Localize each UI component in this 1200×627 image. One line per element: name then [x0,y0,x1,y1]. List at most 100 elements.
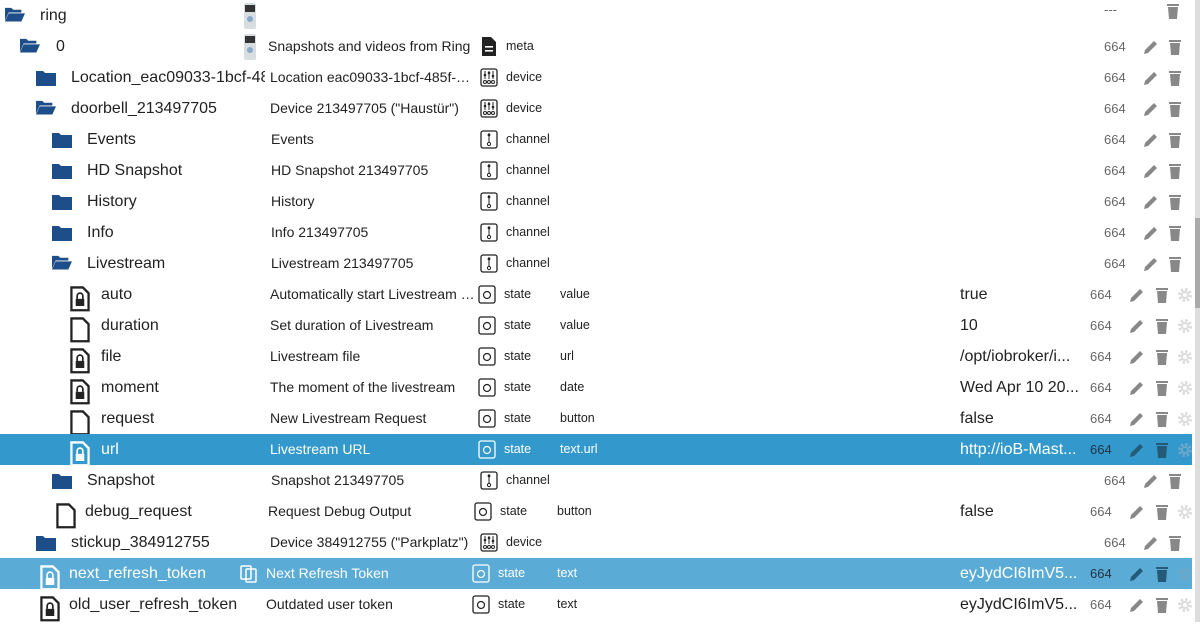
scrollbar-thumb[interactable] [1195,218,1200,308]
tree-row-debug-request[interactable]: debug_request Request Debug Output state bu… [0,496,1194,529]
tree-row-info[interactable]: Info Info 213497705 channel 664 [0,217,1192,248]
object-value[interactable] [960,31,1080,62]
folder-open-icon[interactable] [5,7,25,24]
trash-icon[interactable] [1153,286,1171,304]
pencil-icon[interactable] [1142,162,1160,180]
object-value[interactable]: false [960,503,994,520]
gear-icon[interactable] [1176,348,1194,366]
tree-row-0[interactable]: 0 Snapshots and videos from Ring meta 664 [0,31,1192,62]
tree-row-doorbell-213497705[interactable]: doorbell_213497705 Device 213497705 ("Hau… [0,93,1192,124]
pencil-icon[interactable] [1142,100,1160,118]
file-icon[interactable] [56,503,76,529]
tree-row-duration[interactable]: duration Set duration of Livestream state v… [0,310,1194,343]
trash-icon[interactable] [1166,224,1184,242]
object-value[interactable] [960,465,1080,496]
file-lock-icon[interactable] [70,348,90,374]
pencil-icon[interactable] [1142,131,1160,149]
trash-icon[interactable] [1166,193,1184,211]
trash-icon[interactable] [1166,69,1184,87]
pencil-icon[interactable] [1142,255,1160,273]
gear-icon[interactable] [1176,596,1194,614]
folder-open-icon[interactable] [20,38,40,55]
folder-icon[interactable] [52,162,72,179]
pencil-icon[interactable] [1128,596,1146,614]
trash-icon[interactable] [1166,472,1184,490]
object-value[interactable] [960,217,1080,248]
pencil-icon[interactable] [1128,410,1146,428]
pencil-icon[interactable] [1128,503,1146,521]
pencil-icon[interactable] [1142,193,1160,211]
folder-icon[interactable] [52,472,72,489]
pencil-icon[interactable] [1142,534,1160,552]
trash-icon[interactable] [1166,534,1184,552]
tree-row-location-eac09033-1bcf-485[interactable]: Location_eac09033-1bcf-485 Location eac09… [0,62,1192,93]
tree-row-livestream[interactable]: Livestream Livestream 213497705 channel 664 [0,248,1192,279]
tree-row-moment[interactable]: moment The moment of the livestream state d… [0,372,1194,405]
object-value[interactable] [960,0,1080,31]
trash-icon[interactable] [1153,441,1171,459]
file-icon[interactable] [70,410,90,436]
tree-row-ring[interactable]: ring --- [0,0,1192,31]
folder-icon[interactable] [36,69,56,86]
pencil-icon[interactable] [1142,224,1160,242]
pencil-icon[interactable] [1128,348,1146,366]
folder-icon[interactable] [36,534,56,551]
object-value[interactable] [960,527,1080,558]
trash-icon[interactable] [1153,379,1171,397]
tree-row-history[interactable]: History History channel 664 [0,186,1192,217]
object-value[interactable]: 10 [960,317,978,334]
tree-row-hd-snapshot[interactable]: HD Snapshot HD Snapshot 213497705 channel 6… [0,155,1192,186]
trash-icon[interactable] [1153,317,1171,335]
object-value[interactable] [960,155,1080,186]
trash-icon[interactable] [1166,255,1184,273]
file-lock-icon[interactable] [70,441,90,467]
pencil-icon[interactable] [1128,286,1146,304]
trash-icon[interactable] [1166,162,1184,180]
trash-icon[interactable] [1153,596,1171,614]
object-value[interactable] [960,124,1080,155]
trash-icon[interactable] [1153,565,1171,583]
trash-icon[interactable] [1166,100,1184,118]
pencil-icon[interactable] [1128,565,1146,583]
object-value[interactable]: true [960,286,988,303]
pencil-icon[interactable] [1142,69,1160,87]
gear-icon[interactable] [1176,503,1194,521]
tree-row-next-refresh-token[interactable]: next_refresh_token Next Refresh Token stat… [0,558,1194,591]
pencil-icon[interactable] [1128,317,1146,335]
gear-icon[interactable] [1176,379,1194,397]
object-value[interactable] [960,186,1080,217]
gear-icon[interactable] [1176,317,1194,335]
file-lock-icon[interactable] [40,565,60,591]
tree-row-snapshot[interactable]: Snapshot Snapshot 213497705 channel 664 [0,465,1192,496]
trash-icon[interactable] [1153,410,1171,428]
trash-icon[interactable] [1166,131,1184,149]
pencil-icon[interactable] [1142,38,1160,56]
object-value[interactable] [960,248,1080,279]
pencil-icon[interactable] [1142,472,1160,490]
tree-row-old-user-refresh-token[interactable]: old_user_refresh_token Outdated user toke… [0,589,1194,622]
gear-icon[interactable] [1176,565,1194,583]
object-value[interactable]: false [960,410,994,427]
file-lock-icon[interactable] [70,286,90,312]
tree-row-url[interactable]: url Livestream URL state text.url http://ioB… [0,434,1194,467]
trash-icon[interactable] [1153,348,1171,366]
tree-row-events[interactable]: Events Events channel 664 [0,124,1192,155]
gear-icon[interactable] [1176,286,1194,304]
object-value[interactable]: /opt/iobroker/i... [960,348,1071,365]
folder-icon[interactable] [52,224,72,241]
tree-row-stickup-384912755[interactable]: stickup_384912755 Device 384912755 ("Park… [0,527,1192,558]
trash-icon[interactable] [1164,2,1182,20]
folder-open-icon[interactable] [36,100,56,117]
folder-open-icon[interactable] [52,255,72,272]
object-value[interactable] [960,62,1080,93]
trash-icon[interactable] [1166,38,1184,56]
tree-row-auto[interactable]: auto Automatically start Livestream o... s… [0,279,1194,312]
gear-icon[interactable] [1176,441,1194,459]
object-value[interactable]: Wed Apr 10 20... [960,379,1079,396]
folder-icon[interactable] [52,131,72,148]
object-value[interactable] [960,93,1080,124]
object-value[interactable]: eyJydCI6ImV5... [960,565,1078,582]
tree-row-file[interactable]: file Livestream file state url/opt/iobroker… [0,341,1194,374]
file-lock-icon[interactable] [70,379,90,405]
gear-icon[interactable] [1176,410,1194,428]
